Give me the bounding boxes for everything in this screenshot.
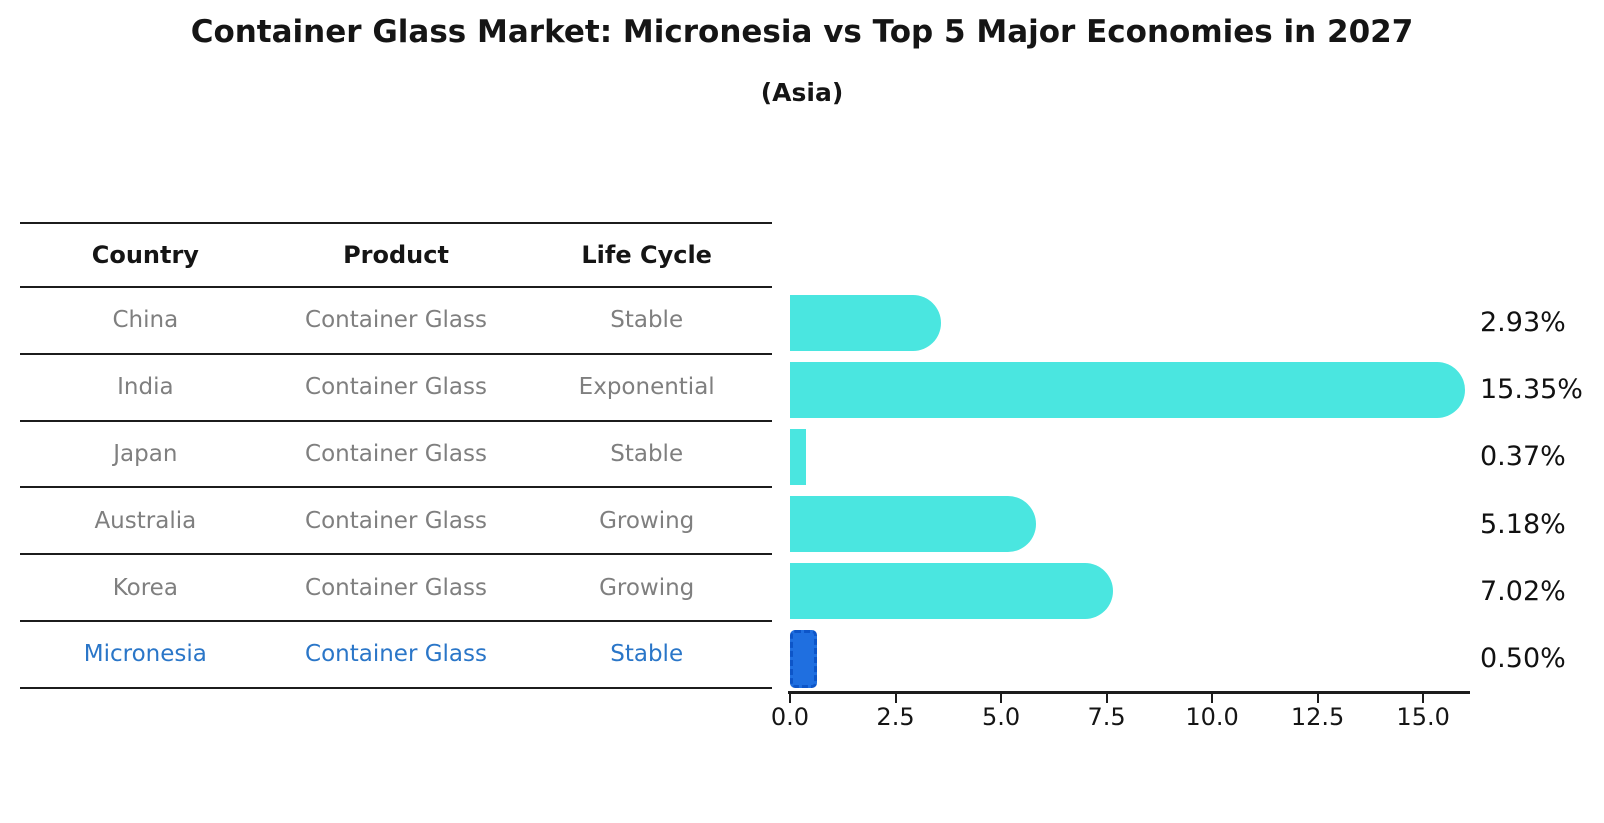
product-cell: Container Glass <box>305 574 487 601</box>
life-cycle-cell: Growing <box>599 507 695 534</box>
country-cell: China <box>112 307 179 334</box>
bar-australia <box>790 496 1036 553</box>
x-axis-line <box>788 691 1470 694</box>
table-header-country: Country <box>91 241 199 269</box>
country-cell: Korea <box>112 574 178 601</box>
value-label: 15.35% <box>1480 374 1583 406</box>
x-axis-tick-label: 0.0 <box>770 703 810 731</box>
bar-row-micronesia <box>790 625 1470 692</box>
bar-korea <box>790 563 1114 620</box>
value-label-row-australia: 5.18% <box>1480 491 1600 558</box>
life-cycle-cell: Stable <box>610 641 684 668</box>
bar-row-india <box>790 356 1470 423</box>
x-axis-tick <box>1105 693 1108 703</box>
x-axis-tick <box>789 693 791 703</box>
value-label-row-india: 15.35% <box>1480 356 1600 423</box>
x-axis-tick <box>1422 693 1425 703</box>
table-row-australia: Australia Container Glass Growing <box>20 488 772 556</box>
life-cycle-cell: Stable <box>610 440 684 467</box>
table-row-korea: Korea Container Glass Growing <box>20 555 772 622</box>
life-cycle-cell: Growing <box>599 574 695 601</box>
product-cell: Container Glass <box>305 440 487 467</box>
country-table: Country Product Life Cycle China Containe… <box>20 222 772 689</box>
country-cell: Australia <box>94 507 197 534</box>
value-label-row-china: 2.93% <box>1480 289 1600 356</box>
country-cell: Japan <box>113 440 178 467</box>
country-cell: India <box>117 374 174 401</box>
life-cycle-cell: Stable <box>610 307 684 334</box>
bar-row-japan <box>790 423 1470 490</box>
bar-value-labels: 2.93% 15.35% 0.37% 5.18% 7.02% 0.50% <box>1480 289 1600 692</box>
chart-title: Container Glass Market: Micronesia vs To… <box>190 14 1414 50</box>
x-axis-tick-label: 5.0 <box>981 703 1021 731</box>
table-body: China Container Glass Stable India Container… <box>20 288 772 689</box>
x-axis-tick-label: 2.5 <box>876 703 915 731</box>
value-label: 5.18% <box>1480 508 1566 540</box>
x-axis-tick-label: 10.0 <box>1185 703 1239 731</box>
x-axis-tick-label: 15.0 <box>1396 703 1450 731</box>
bar-row-australia <box>790 491 1470 558</box>
x-axis-tick <box>894 693 897 703</box>
bar-row-china <box>790 289 1470 356</box>
value-label-row-japan: 0.37% <box>1480 423 1600 490</box>
bar-plot-area <box>790 289 1470 692</box>
table-row-japan: Japan Container Glass Stable <box>20 422 772 489</box>
product-cell: Container Glass <box>305 507 487 534</box>
bar-micronesia <box>790 629 818 688</box>
x-axis-tick <box>1211 693 1214 703</box>
country-cell: Micronesia <box>83 641 207 668</box>
table-row-china: China Container Glass Stable <box>20 288 772 355</box>
chart-subtitle: (Asia) <box>760 78 844 107</box>
bar-japan <box>790 428 806 485</box>
product-cell: Container Glass <box>305 307 487 334</box>
x-axis-tick-label: 12.5 <box>1290 703 1345 731</box>
table-header-product: Product <box>343 241 449 269</box>
value-label: 7.02% <box>1480 575 1566 607</box>
x-axis-tick <box>1000 693 1003 703</box>
value-label: 0.50% <box>1480 643 1566 675</box>
bar-india <box>790 361 1465 418</box>
value-label: 2.93% <box>1480 307 1566 339</box>
table-row-india: India Container Glass Exponential <box>20 355 772 422</box>
bar-row-korea <box>790 558 1470 625</box>
x-axis-tick <box>1316 693 1319 703</box>
table-header-life-cycle: Life Cycle <box>581 241 712 269</box>
product-cell: Container Glass <box>305 641 487 668</box>
value-label: 0.37% <box>1480 441 1566 473</box>
value-label-row-korea: 7.02% <box>1480 558 1600 625</box>
value-label-row-micronesia: 0.50% <box>1480 625 1600 692</box>
table-header-row: Country Product Life Cycle <box>20 224 772 288</box>
table-row-micronesia: Micronesia Container Glass Stable <box>20 622 772 689</box>
bar-china <box>790 294 941 351</box>
product-cell: Container Glass <box>305 374 487 401</box>
life-cycle-cell: Exponential <box>578 374 715 401</box>
x-axis-tick-label: 7.5 <box>1087 703 1126 731</box>
